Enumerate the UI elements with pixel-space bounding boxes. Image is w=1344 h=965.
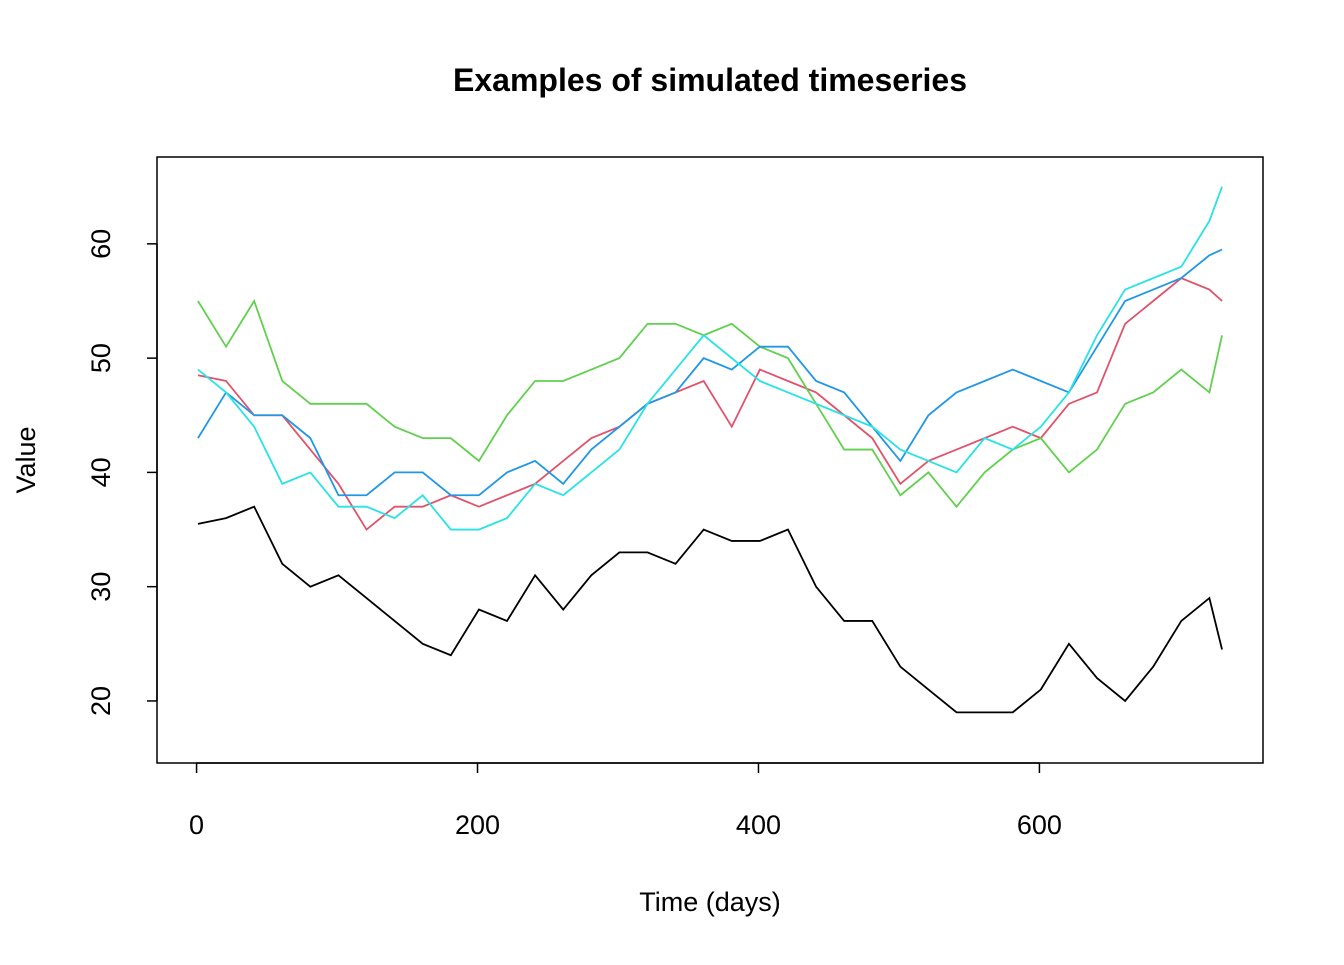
plot-box [156, 156, 1264, 764]
y-tick-label: 30 [86, 572, 116, 602]
y-tick-label: 50 [86, 343, 116, 373]
series-line [197, 277, 1223, 531]
x-tick-label: 600 [1017, 810, 1062, 840]
series-line [197, 505, 1223, 714]
y-tick-label: 40 [86, 457, 116, 487]
y-tick-label: 60 [86, 229, 116, 259]
y-axis-label: Value [11, 426, 41, 493]
x-tick-label: 400 [736, 810, 781, 840]
x-tick-label: 200 [455, 810, 500, 840]
y-tick-label: 20 [86, 686, 116, 716]
x-axis-label: Time (days) [639, 887, 781, 917]
chart-title: Examples of simulated timeseries [453, 62, 967, 98]
series-line [197, 298, 1223, 509]
x-tick-label: 0 [189, 810, 204, 840]
series-line [197, 186, 1223, 531]
series-line [197, 248, 1223, 497]
